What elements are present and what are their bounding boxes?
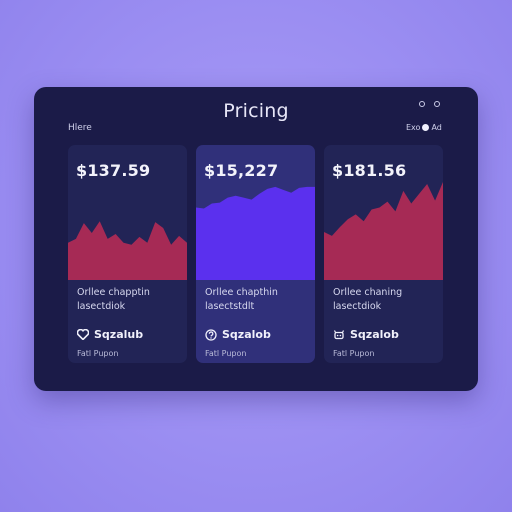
toggle-knob-icon (422, 124, 430, 131)
circle-question-icon (205, 328, 217, 341)
card-footnote: Fatl Pupon (205, 349, 247, 358)
card-price: $15,227 (204, 161, 279, 180)
card-description-line2: lasectdiok (77, 301, 126, 312)
card-description: Orllee chapthin lasectstdlt (205, 286, 278, 314)
card-description: Orllee chapptin lasectdiok (77, 286, 150, 314)
card-feature-label: Sqzalob (350, 328, 399, 341)
card-footnote: Fatl Pupon (77, 349, 119, 358)
page-title: Pricing (223, 100, 289, 122)
card-description-line1: Orllee chaning (333, 287, 403, 298)
card-price: $181.56 (332, 161, 407, 180)
pricing-card-1[interactable]: $137.59 Orllee chapptin lasectdiok Sqzal… (68, 145, 187, 363)
pricing-card-3[interactable]: $181.56 Orllee chaning lasectdiok Sqzalo… (324, 145, 443, 363)
minimize-icon[interactable] (419, 101, 425, 107)
chart-area-series (196, 186, 315, 280)
area-chart-svg (196, 186, 315, 280)
billing-toggle-label: Exo (406, 123, 421, 132)
card-description-line1: Orllee chapptin (77, 287, 150, 298)
card-feature[interactable]: Sqzalob (205, 328, 271, 341)
chart-area-series (324, 182, 443, 280)
card-feature-label: Sqzalob (222, 328, 271, 341)
area-chart-svg (324, 182, 443, 280)
card-description: Orllee chaning lasectdiok (333, 286, 402, 314)
card-feature[interactable]: Sqzalob (333, 328, 399, 341)
pricing-card-2[interactable]: $15,227 Orllee chapthin lasectstdlt Sqza… (196, 145, 315, 363)
billing-toggle[interactable]: Exo Ad (406, 123, 442, 132)
crab-icon (333, 329, 345, 341)
close-icon[interactable] (434, 101, 440, 107)
area-chart-svg (68, 221, 187, 280)
card-chart (196, 182, 315, 280)
chart-area-series (68, 221, 187, 280)
top-left-label: Hlere (68, 123, 92, 133)
card-feature-label: Sqzalub (94, 328, 144, 341)
card-description-line2: lasectstdlt (205, 301, 255, 312)
card-description-line2: lasectdiok (333, 301, 382, 312)
card-description-line1: Orllee chapthin (205, 287, 278, 298)
window-controls (419, 101, 440, 107)
card-chart (68, 182, 187, 280)
billing-toggle-suffix: Ad (431, 123, 442, 132)
card-feature[interactable]: Sqzalub (77, 328, 143, 341)
card-price: $137.59 (76, 161, 151, 180)
heart-icon (77, 329, 89, 341)
card-chart (324, 182, 443, 280)
card-footnote: Fatl Pupon (333, 349, 375, 358)
